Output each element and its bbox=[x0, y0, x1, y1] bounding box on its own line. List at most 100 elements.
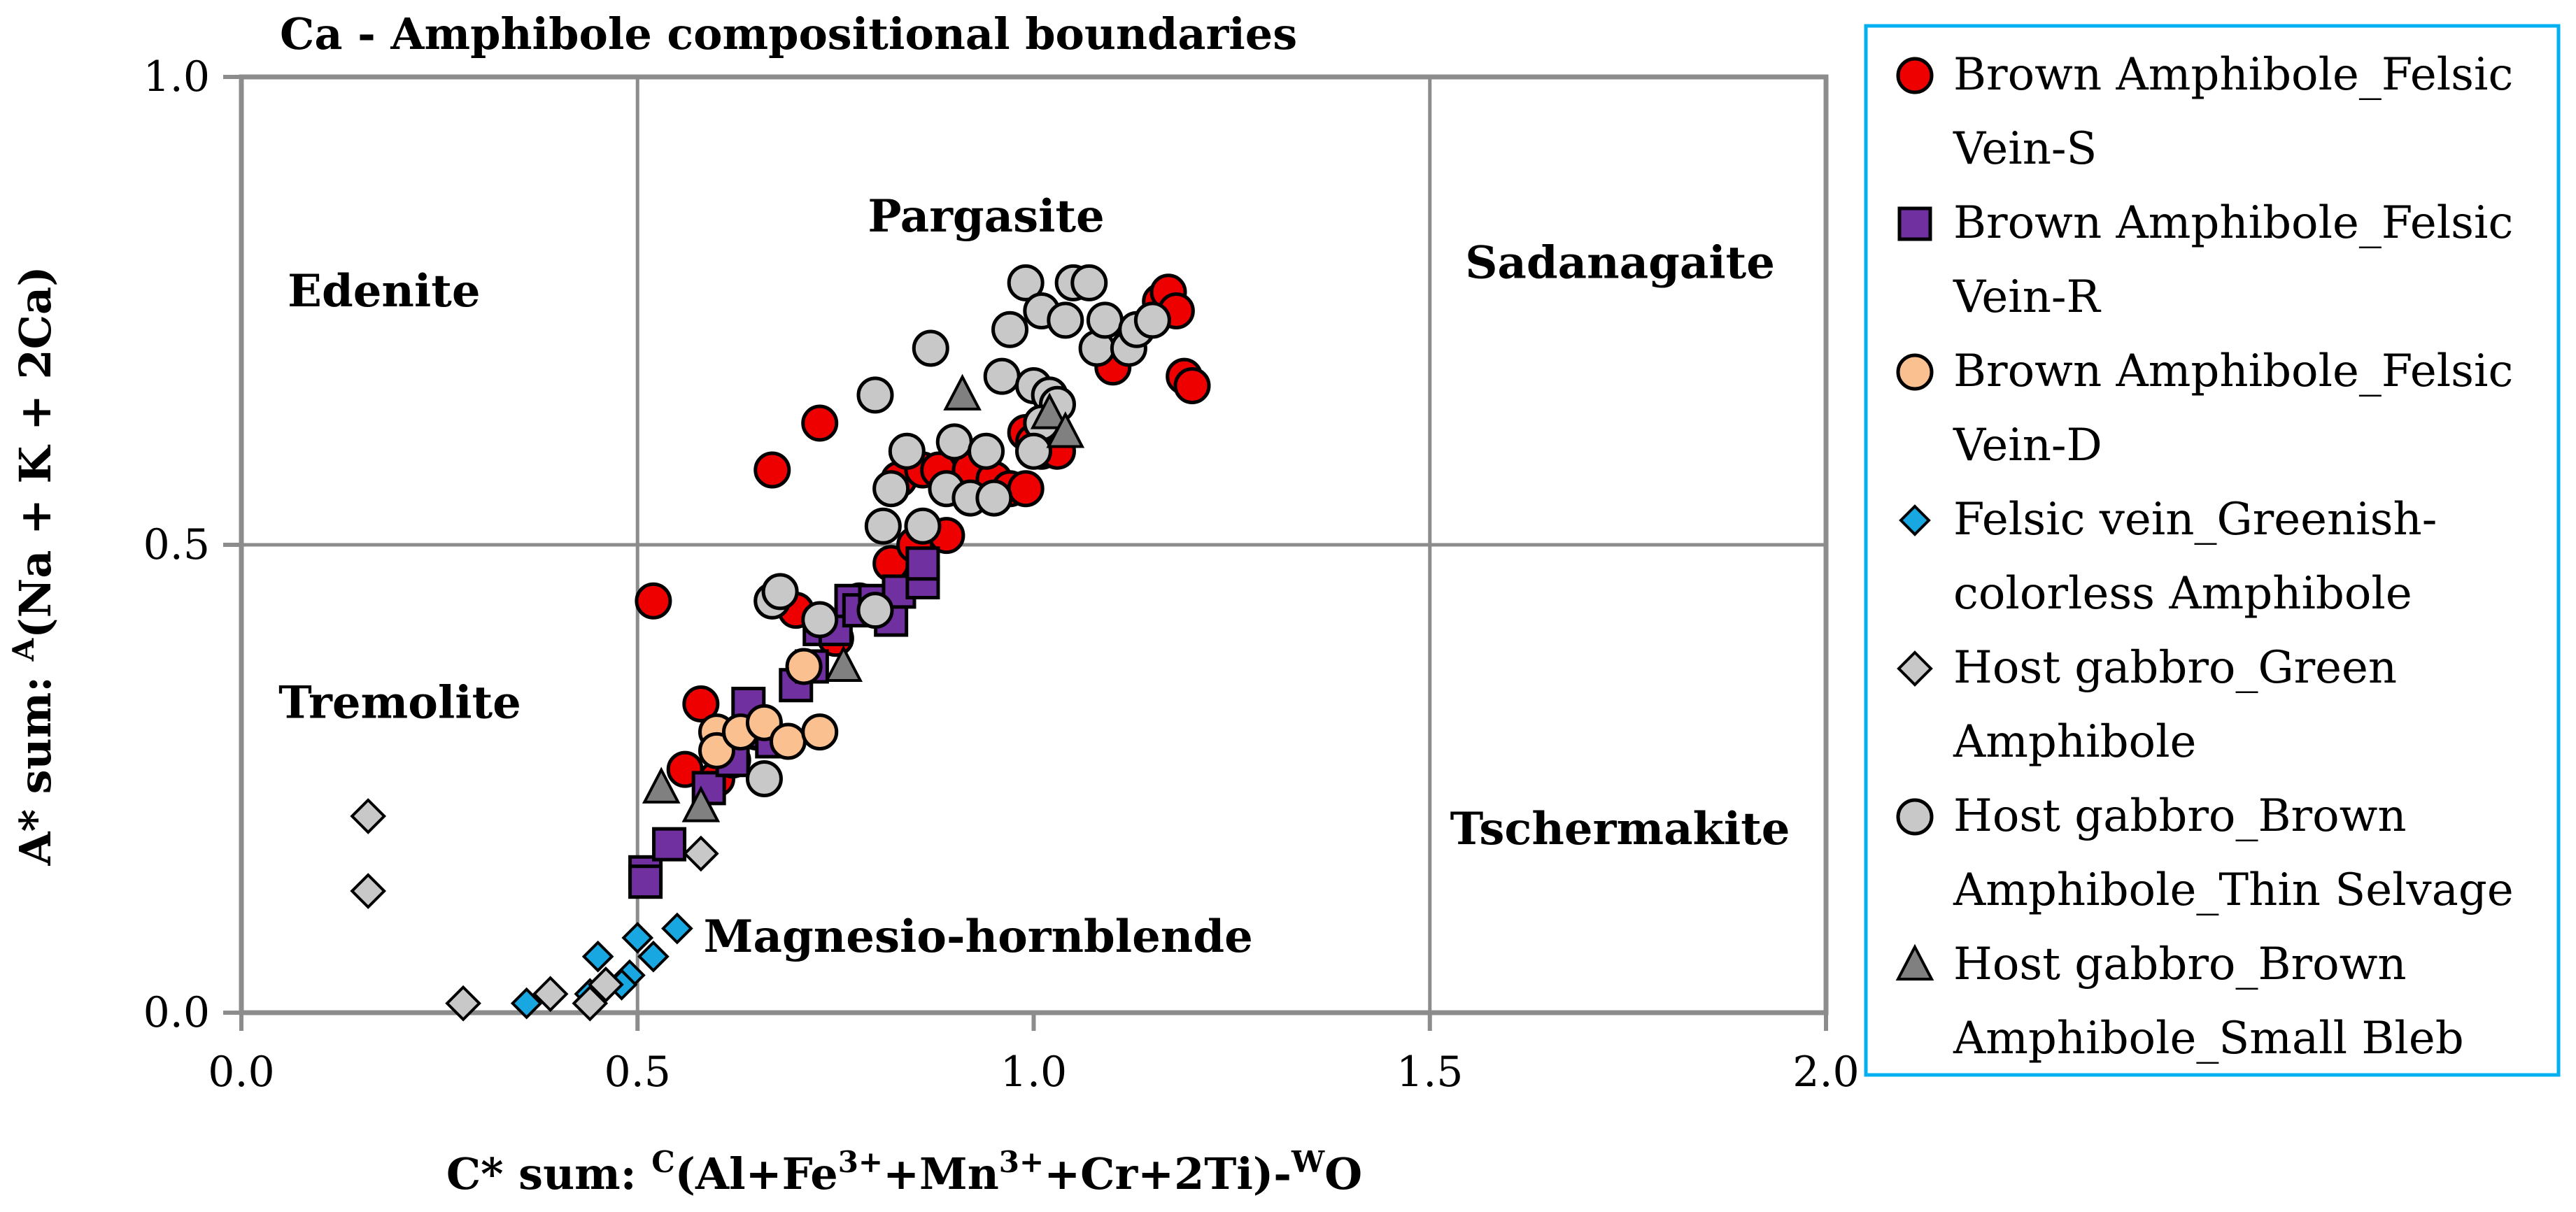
y-tick-label: 0.0 bbox=[143, 988, 210, 1037]
data-point bbox=[856, 592, 894, 629]
data-point bbox=[872, 470, 910, 508]
legend-label: Amphibole_Small Bleb bbox=[1953, 1013, 2464, 1064]
legend-marker bbox=[1895, 943, 1934, 981]
legend-label: Felsic vein_Greenish- bbox=[1953, 494, 2437, 546]
legend-label: Amphibole_Thin Selvage bbox=[1953, 864, 2514, 916]
legend-label: Brown Amphibole_Felsic bbox=[1953, 345, 2513, 397]
data-point bbox=[1015, 432, 1052, 470]
legend-item-1: Brown Amphibole_Felsic Vein-R bbox=[1897, 197, 2513, 323]
data-point bbox=[350, 873, 387, 909]
series-6 bbox=[642, 373, 1085, 822]
data-point bbox=[935, 423, 973, 461]
data-point bbox=[652, 827, 687, 862]
y-tick-label: 1.0 bbox=[143, 52, 210, 101]
x-title-sup: 3+ bbox=[838, 1145, 883, 1179]
region-label-pargasite: Pargasite bbox=[868, 190, 1104, 243]
legend-label: Amphibole bbox=[1953, 716, 2196, 768]
data-point bbox=[628, 864, 663, 899]
data-point bbox=[824, 645, 863, 682]
data-point bbox=[905, 546, 940, 581]
legend-label: colorless Amphibole bbox=[1953, 568, 2412, 620]
data-point bbox=[581, 940, 614, 973]
legend-label: Host gabbro_Brown bbox=[1953, 790, 2407, 842]
y-axis-title: A* sum: A(Na + K + 2Ca) bbox=[6, 266, 62, 866]
x-title-sup: C bbox=[651, 1145, 674, 1179]
legend-marker bbox=[1896, 353, 1934, 391]
data-point bbox=[745, 760, 783, 797]
data-point bbox=[510, 987, 543, 1020]
data-point bbox=[753, 451, 791, 489]
data-point bbox=[801, 404, 839, 442]
legend-marker bbox=[1896, 798, 1934, 836]
data-point bbox=[1070, 264, 1108, 301]
data-point bbox=[445, 985, 481, 1022]
region-label-tremolite: Tremolite bbox=[278, 677, 521, 729]
x-title-part: C* sum: bbox=[446, 1148, 651, 1199]
legend-item-5: Host gabbro_Brown Amphibole_Thin Selvage bbox=[1896, 790, 2514, 916]
region-label-magnesio-hornblende: Magnesio-hornblende bbox=[704, 911, 1253, 963]
series-3 bbox=[510, 912, 693, 1020]
data-point bbox=[683, 835, 719, 872]
series-2 bbox=[698, 648, 839, 769]
region-label-tschermakite: Tschermakite bbox=[1450, 803, 1790, 855]
legend-marker bbox=[1896, 57, 1934, 94]
y-tick-label: 0.5 bbox=[143, 520, 210, 569]
data-point bbox=[588, 967, 624, 1003]
data-point bbox=[769, 722, 807, 760]
x-axis-title: C* sum: C(Al+Fe3++Mn3++Cr+2Ti)-WO bbox=[446, 1145, 1362, 1200]
series-5 bbox=[745, 264, 1171, 797]
legend-label: Brown Amphibole_Felsic bbox=[1953, 197, 2513, 249]
legend-item-3: Felsic vein_Greenish-colorless Amphibole bbox=[1899, 494, 2437, 620]
data-point bbox=[681, 785, 721, 822]
region-label-edenite: Edenite bbox=[288, 265, 480, 318]
data-point bbox=[1173, 367, 1211, 405]
data-point bbox=[1047, 301, 1084, 339]
data-point bbox=[350, 798, 387, 834]
legend-label: Host gabbro_Green bbox=[1953, 642, 2397, 694]
data-point bbox=[888, 432, 926, 470]
data-point bbox=[991, 311, 1029, 348]
y-title-part: (Na + K + 2Ca) bbox=[10, 266, 61, 638]
data-points bbox=[350, 264, 1211, 1022]
data-point bbox=[661, 912, 693, 945]
data-point bbox=[637, 940, 670, 973]
data-point bbox=[1030, 392, 1069, 429]
legend-box bbox=[1864, 24, 2561, 1077]
data-point bbox=[1007, 264, 1045, 301]
data-point bbox=[682, 685, 720, 722]
legend-label: Host gabbro_Brown bbox=[1953, 939, 2407, 990]
legend-label: Vein-R bbox=[1953, 271, 2102, 323]
x-title-part: (Al+Fe bbox=[675, 1148, 838, 1199]
legend-marker bbox=[1897, 206, 1932, 241]
data-point bbox=[1133, 301, 1171, 339]
data-point bbox=[856, 376, 894, 414]
y-title-part: A* sum: bbox=[10, 661, 61, 866]
data-point bbox=[572, 985, 609, 1022]
data-point bbox=[968, 432, 1005, 470]
legend-label: Vein-D bbox=[1953, 420, 2102, 471]
region-label-sadanagaite: Sadanagaite bbox=[1465, 237, 1775, 290]
x-title-sup: 3+ bbox=[999, 1145, 1044, 1179]
data-point bbox=[532, 976, 569, 1013]
data-point bbox=[983, 357, 1021, 395]
data-point bbox=[912, 329, 949, 367]
legend-item-4: Host gabbro_Green Amphibole bbox=[1897, 642, 2397, 768]
data-point bbox=[904, 507, 942, 545]
x-tick-label: 1.5 bbox=[1396, 1048, 1463, 1097]
data-point bbox=[975, 479, 1013, 517]
x-tick-label: 0.0 bbox=[208, 1048, 274, 1097]
legend-item-0: Brown Amphibole_Felsic Vein-S bbox=[1896, 49, 2513, 175]
legend-marker bbox=[1899, 504, 1931, 536]
data-point bbox=[943, 373, 982, 411]
data-point bbox=[621, 922, 654, 954]
data-point bbox=[801, 601, 839, 639]
data-point bbox=[642, 767, 681, 804]
x-tick-label: 1.0 bbox=[1000, 1048, 1067, 1097]
x-title-part: O bbox=[1324, 1148, 1362, 1199]
data-point bbox=[785, 648, 823, 685]
data-point bbox=[761, 573, 799, 611]
legend-label: Vein-S bbox=[1953, 123, 2097, 175]
chart-text: 0.0 0.5 1.0 1.5 2.0 0.0 0.5 1.0 Ca - Amphibole c… bbox=[6, 8, 1860, 1199]
